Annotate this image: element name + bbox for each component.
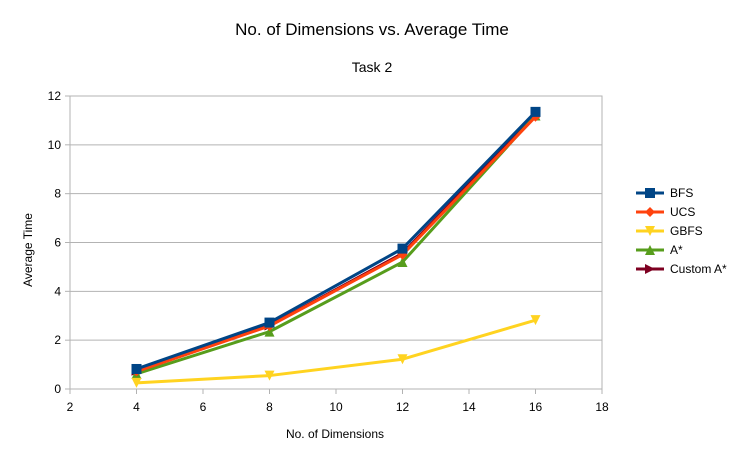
data-point-gbfs [397, 354, 408, 365]
data-point-gbfs [264, 370, 275, 381]
series-line-gbfs [136, 318, 536, 385]
legend-marker [645, 207, 655, 217]
series-line-bfs [136, 110, 537, 371]
legend-item-bfs: BFS [636, 186, 693, 200]
gridlines [70, 95, 602, 390]
legend-label: UCS [670, 205, 695, 219]
x-tick-label: 8 [266, 400, 273, 414]
data-point-bfs [264, 317, 275, 328]
data-point-a-star [397, 257, 408, 268]
series-line-a-star [136, 114, 537, 376]
series-gbfs [131, 315, 541, 388]
legend-marker [645, 188, 655, 198]
legend-marker [645, 245, 655, 255]
legend-item-a-star: A* [636, 243, 683, 257]
y-tick-label: 10 [48, 138, 62, 152]
data-point-gbfs [131, 377, 142, 388]
legend-label: BFS [670, 186, 693, 200]
x-tick-label: 4 [133, 400, 140, 414]
legend-label: A* [670, 243, 683, 257]
y-axis-label: Average Time [21, 213, 35, 287]
legend-marker [645, 264, 655, 274]
y-tick-label: 12 [48, 89, 62, 103]
x-tick-label: 6 [200, 400, 207, 414]
x-tick-label: 10 [329, 400, 343, 414]
x-tick-label: 2 [67, 400, 74, 414]
series-lines [131, 106, 541, 388]
y-tick-label: 4 [54, 284, 61, 298]
x-tick-label: 14 [462, 400, 476, 414]
y-tick-label: 2 [54, 333, 61, 347]
legend-label: Custom A* [670, 262, 727, 276]
axes [65, 95, 603, 394]
legend-item-custom-a-star: Custom A* [636, 262, 727, 276]
data-point-bfs [131, 363, 142, 374]
x-tick-label: 16 [529, 400, 543, 414]
series-bfs [131, 106, 541, 374]
data-point-gbfs [530, 315, 541, 326]
y-tick-label: 6 [54, 236, 61, 250]
y-tick-label: 0 [54, 382, 61, 396]
legend-item-gbfs: GBFS [636, 224, 703, 238]
series-a-star [131, 110, 541, 379]
data-point-a-star [264, 326, 275, 337]
x-axis-label: No. of Dimensions [286, 427, 384, 441]
chart-title: No. of Dimensions vs. Average Time [235, 20, 509, 39]
legend: BFS UCS GBFS A* Custom A* [636, 186, 727, 276]
legend-label: GBFS [670, 224, 703, 238]
data-point-bfs [530, 106, 541, 117]
chart-subtitle: Task 2 [352, 59, 393, 75]
legend-marker [645, 226, 655, 236]
legend-item-ucs: UCS [636, 205, 695, 219]
data-point-bfs [397, 243, 408, 254]
x-tick-label: 12 [396, 400, 410, 414]
y-tick-label: 8 [54, 187, 61, 201]
series-line-ucs [136, 115, 537, 373]
x-tick-label: 18 [595, 400, 609, 414]
